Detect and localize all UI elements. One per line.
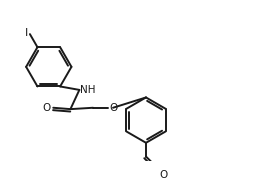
Text: O: O xyxy=(42,103,50,113)
Text: NH: NH xyxy=(80,85,96,95)
Text: I: I xyxy=(25,28,29,38)
Text: O: O xyxy=(159,170,167,180)
Text: O: O xyxy=(109,103,117,113)
